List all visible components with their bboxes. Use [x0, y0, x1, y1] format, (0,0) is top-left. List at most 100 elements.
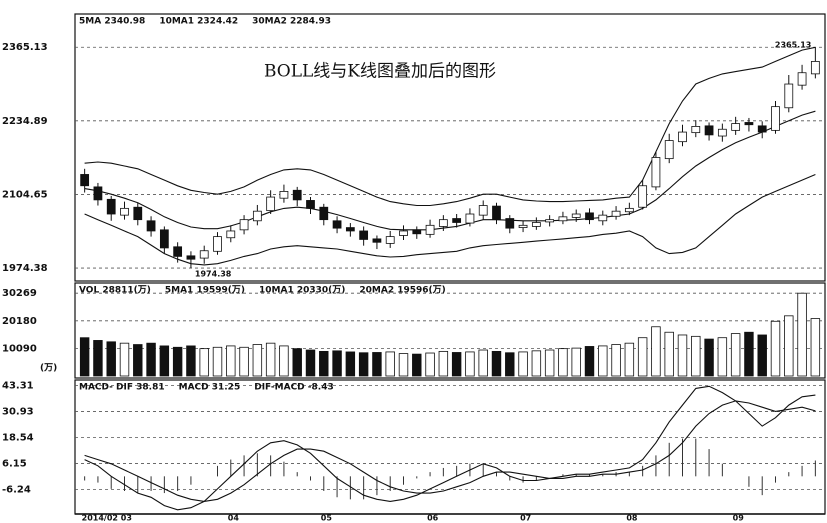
y-tick-label: 18.54 — [2, 432, 34, 443]
candle-body — [438, 219, 448, 227]
volume-bar — [372, 352, 382, 377]
candle-body — [797, 72, 807, 86]
candle-body — [266, 196, 276, 212]
volume-bar — [186, 345, 196, 377]
header-text: 20MA2 19596(万) — [359, 285, 445, 296]
volume-bar — [358, 352, 369, 377]
candle-body — [412, 229, 422, 235]
candle-body — [465, 213, 475, 224]
y-tick-label: 20180 — [2, 316, 37, 327]
candle-body — [810, 61, 820, 75]
candle-body — [399, 230, 408, 236]
macd-line — [84, 385, 816, 511]
volume-bar — [239, 346, 249, 377]
volume-bar — [133, 344, 143, 377]
candle-body — [120, 207, 129, 216]
candle-body — [345, 227, 355, 232]
candle-body — [704, 125, 714, 136]
header-text: 10MA1 20330(万) — [259, 285, 345, 296]
volume-bar — [784, 315, 794, 377]
candle-body — [678, 131, 687, 143]
header-text: MACD 31.25 — [179, 383, 241, 393]
volume-bar — [332, 350, 342, 377]
volume-bar — [159, 345, 170, 377]
candle-body — [611, 210, 621, 217]
volume-bar — [691, 335, 701, 377]
volume-bar — [226, 345, 236, 377]
candle-body — [651, 157, 661, 188]
volume-bar — [265, 342, 276, 377]
candle-body — [199, 250, 209, 259]
candle-body — [545, 219, 555, 223]
volume-bar — [518, 351, 528, 377]
bollinger-line — [84, 46, 816, 207]
candle-body — [332, 220, 342, 229]
candle-body — [80, 174, 90, 187]
chart-title: BOLL线与K线图叠加后的图形 — [264, 62, 496, 82]
candle-body — [319, 206, 329, 221]
candle-body — [757, 125, 767, 133]
volume-bar — [624, 342, 635, 377]
volume-bar — [757, 334, 767, 377]
y-tick-label: 6.15 — [2, 458, 27, 469]
bollinger-line — [84, 173, 816, 266]
volume-bar — [730, 333, 741, 377]
volume-bar — [810, 318, 821, 377]
header-text: 5MA 2340.98 — [79, 17, 145, 27]
candle-body — [106, 198, 116, 215]
volume-bar — [505, 352, 515, 377]
x-tick-label: 2014/02 03 — [82, 514, 132, 523]
candle-body — [731, 123, 741, 131]
candle-body — [239, 219, 249, 231]
volume-bar — [438, 350, 449, 377]
candle-body — [146, 220, 156, 232]
volume-bar — [571, 347, 581, 377]
header-text: 10MA1 2324.42 — [159, 17, 238, 27]
volume-bar — [172, 346, 183, 377]
x-tick-label: 06 — [427, 514, 439, 523]
volume-bar — [664, 331, 674, 377]
candle-body — [292, 189, 302, 201]
volume-bar — [770, 320, 781, 377]
candle-body — [744, 122, 754, 126]
candle-body — [518, 224, 528, 228]
candle-body — [624, 207, 634, 213]
volume-bar — [398, 353, 409, 377]
candle-body — [213, 236, 222, 252]
volume-bar — [212, 346, 223, 377]
y-tick-label: 2365.13 — [2, 42, 48, 53]
y-tick-label: 30.93 — [2, 407, 34, 418]
volume-bar — [252, 344, 263, 377]
volume-bar — [146, 342, 156, 377]
macd-line — [84, 400, 816, 502]
header-text: DIF-MACD -8.43 — [254, 383, 334, 393]
candle-body — [372, 238, 382, 243]
header-text: 30MA2 2284.93 — [252, 17, 331, 27]
volume-bar — [704, 338, 714, 377]
x-tick-label: 07 — [520, 514, 531, 523]
volume-bar — [385, 351, 395, 377]
y-tick-label: -6.24 — [2, 484, 31, 495]
candle-body — [359, 230, 369, 240]
y-tick-label: 43.31 — [2, 381, 34, 392]
candle-body — [173, 246, 183, 257]
y-tick-label: 30269 — [2, 288, 37, 299]
annotation: 1974.38 — [195, 270, 232, 279]
candle-body — [133, 206, 143, 221]
volume-bar — [319, 350, 329, 377]
volume-bar — [106, 341, 116, 377]
volume-bar — [465, 351, 475, 377]
volume-bar — [119, 342, 130, 377]
y-tick-label: 2234.89 — [2, 116, 48, 127]
volume-bar — [651, 326, 661, 377]
candle-body — [159, 229, 169, 249]
candle-body — [571, 213, 581, 218]
candle-body — [638, 185, 648, 208]
candle-body — [478, 205, 488, 216]
volume-bar — [93, 340, 103, 377]
candle-body — [717, 128, 727, 137]
candle-body — [558, 216, 568, 222]
candle-body — [784, 83, 794, 109]
candle-body — [252, 210, 262, 222]
